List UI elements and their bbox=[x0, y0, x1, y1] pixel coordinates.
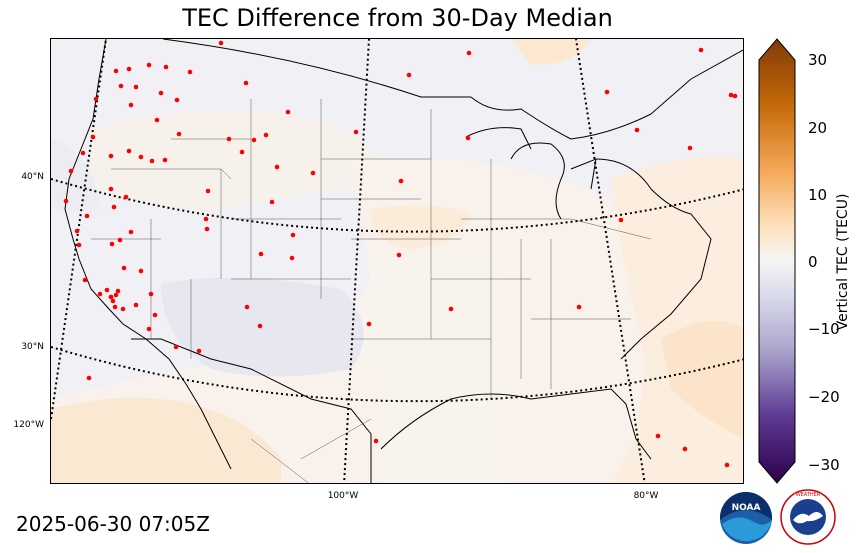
lat-label-40n: 40°N bbox=[21, 172, 44, 182]
lat-label-30n: 30°N bbox=[21, 342, 44, 352]
colorbar-scale bbox=[758, 38, 796, 484]
tec-negative-regions bbox=[51, 139, 364, 377]
tec-map[interactable] bbox=[50, 38, 744, 484]
colorbar-label: Vertical TEC (TECU) bbox=[835, 193, 851, 331]
lon-label-100w: 100°W bbox=[327, 491, 359, 501]
colorbar-tick-20: 20 bbox=[808, 119, 828, 137]
state-borders bbox=[91, 99, 652, 483]
noaa-logo-icon: NOAA bbox=[720, 492, 772, 544]
colorbar-tick-0: 0 bbox=[808, 253, 818, 271]
svg-text:NOAA: NOAA bbox=[732, 503, 761, 513]
tec-positive-regions bbox=[51, 39, 743, 483]
graticule bbox=[51, 39, 743, 483]
lon-label-120w: 120°W bbox=[13, 420, 44, 430]
coastlines bbox=[64, 39, 743, 483]
map-title: TEC Difference from 30-Day Median bbox=[182, 4, 613, 32]
colorbar-tick-neg10: −10 bbox=[808, 320, 840, 338]
colorbar bbox=[758, 38, 796, 484]
colorbar-tick-10: 10 bbox=[808, 186, 828, 204]
colorbar-tick-neg20: −20 bbox=[808, 388, 840, 406]
colorbar-tick-30: 30 bbox=[808, 51, 828, 69]
colorbar-tick-neg30: −30 bbox=[808, 456, 840, 474]
lon-label-80w: 80°W bbox=[633, 491, 659, 501]
timestamp: 2025-06-30 07:05Z bbox=[16, 512, 210, 536]
svg-text:WEATHER: WEATHER bbox=[796, 492, 821, 498]
gnss-stations bbox=[63, 40, 738, 468]
nws-logo-icon: WEATHER bbox=[780, 489, 836, 545]
